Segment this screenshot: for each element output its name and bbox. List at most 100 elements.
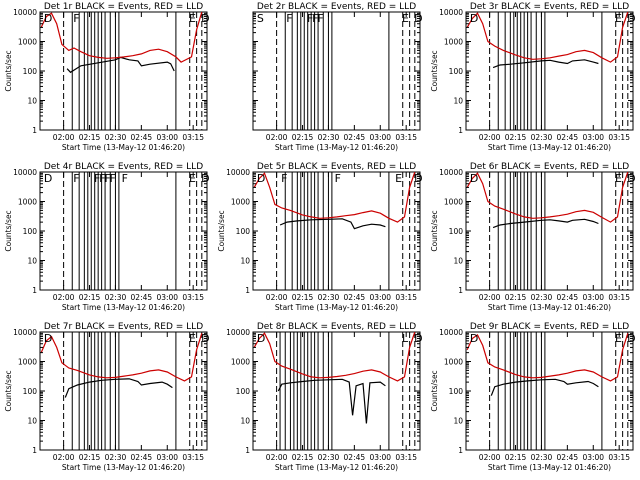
y-tick-label: 1: [32, 446, 37, 455]
flag-label: F: [286, 12, 292, 25]
plot-area: [466, 12, 629, 130]
y-axis-label: Counts/sec: [430, 370, 439, 411]
x-tick-label: 02:15: [292, 293, 314, 302]
x-tick-label: 02:00: [53, 133, 75, 142]
x-tick-label: 02:45: [344, 293, 366, 302]
y-tick-label: 10000: [439, 168, 463, 177]
x-tick-label: 02:15: [79, 133, 101, 142]
plot-area: [253, 172, 416, 290]
x-tick-label: 03:00: [369, 453, 391, 462]
x-axis-label: Start Time (13-May-12 01:46:20): [488, 303, 611, 312]
y-tick-label: 10: [27, 97, 37, 106]
panel-title: Det 7r BLACK = Events, RED = LLD: [44, 322, 203, 332]
x-tick-label: 02:15: [505, 133, 527, 142]
x-tick-label: 03:15: [395, 293, 417, 302]
x-tick-label: 02:00: [266, 293, 288, 302]
y-axis-label: Counts/sec: [4, 50, 13, 91]
panel-title: Det 8r BLACK = Events, RED = LLD: [257, 322, 416, 332]
x-axis-label: Start Time (13-May-12 01:46:20): [62, 303, 185, 312]
events-series-line: [66, 56, 175, 74]
x-tick-label: 02:15: [292, 133, 314, 142]
plot-frame: [252, 171, 421, 291]
flag-label: E: [189, 332, 196, 345]
y-tick-label: 100: [236, 227, 251, 236]
flag-label: D: [470, 332, 478, 345]
flag-label: D: [44, 12, 52, 25]
panel-title: Det 6r BLACK = Events, RED = LLD: [470, 162, 629, 172]
lld-series-line: [466, 333, 629, 382]
panel-title: Det 2r BLACK = Events, RED = LLD: [257, 2, 416, 12]
flag-label: D: [44, 332, 52, 345]
x-tick-label: 02:30: [105, 293, 127, 302]
lld-series-line: [253, 172, 416, 223]
y-tick-label: 10: [240, 257, 250, 266]
y-tick-label: 10: [453, 417, 463, 426]
y-tick-label: 1000: [231, 358, 250, 367]
plot-frame: [39, 331, 208, 451]
y-tick-label: 1000: [231, 198, 250, 207]
flag-label: F: [110, 172, 116, 185]
y-tick-label: 1: [245, 446, 250, 455]
y-tick-label: 1000: [444, 38, 463, 47]
flag-label: D: [257, 172, 265, 185]
flag-label: E: [395, 172, 402, 185]
x-tick-label: 02:00: [479, 293, 501, 302]
y-tick-label: 1: [458, 446, 463, 455]
x-tick-label: 02:00: [266, 133, 288, 142]
x-tick-label: 02:45: [557, 453, 579, 462]
y-tick-label: 1: [458, 126, 463, 135]
plot-frame: [465, 171, 634, 291]
flag-label: F: [307, 12, 313, 25]
x-tick-label: 03:15: [608, 453, 630, 462]
y-tick-label: 1000: [18, 358, 37, 367]
y-tick-label: 10: [27, 257, 37, 266]
plot-area: [63, 172, 203, 290]
flag-label: F: [312, 12, 318, 25]
x-tick-label: 03:15: [182, 133, 204, 142]
x-tick-label: 03:00: [582, 133, 604, 142]
flag-label: D: [470, 172, 478, 185]
flag-label: D: [257, 332, 265, 345]
y-axis-label: Counts/sec: [217, 210, 226, 251]
events-series-line: [64, 378, 173, 398]
lld-series-line: [40, 333, 203, 382]
x-tick-label: 02:30: [105, 133, 127, 142]
y-tick-label: 1000: [18, 198, 37, 207]
x-tick-label: 03:00: [369, 293, 391, 302]
panel-title: Det 1r BLACK = Events, RED = LLD: [44, 2, 203, 12]
plot-area: [276, 12, 416, 130]
y-tick-label: 10: [453, 257, 463, 266]
lld-series-line: [466, 172, 629, 223]
lld-series-line: [466, 12, 629, 63]
flag-label: F: [104, 172, 110, 185]
y-axis-label: Counts/sec: [4, 370, 13, 411]
x-tick-label: 03:00: [369, 133, 391, 142]
y-tick-label: 1: [32, 286, 37, 295]
x-tick-label: 02:00: [479, 453, 501, 462]
x-tick-label: 03:15: [608, 133, 630, 142]
x-tick-label: 02:30: [318, 293, 340, 302]
x-axis-label: Start Time (13-May-12 01:46:20): [275, 303, 398, 312]
flag-label: E: [402, 12, 409, 25]
x-tick-label: 03:00: [582, 293, 604, 302]
events-series-line: [490, 378, 599, 396]
y-tick-label: 1: [458, 286, 463, 295]
y-tick-label: 1000: [444, 358, 463, 367]
flag-label: D: [44, 172, 52, 185]
lld-series-line: [253, 332, 416, 382]
y-tick-label: 10000: [13, 168, 37, 177]
y-axis-label: Counts/sec: [430, 210, 439, 251]
x-axis-label: Start Time (13-May-12 01:46:20): [488, 463, 611, 472]
x-tick-label: 02:30: [531, 133, 553, 142]
x-axis-label: Start Time (13-May-12 01:46:20): [62, 143, 185, 152]
plot-area: [466, 332, 629, 450]
flag-label: E: [189, 12, 196, 25]
y-tick-label: 10: [453, 97, 463, 106]
flag-label: F: [73, 172, 79, 185]
x-tick-label: 03:15: [182, 453, 204, 462]
y-tick-label: 100: [449, 227, 464, 236]
y-tick-label: 10: [27, 417, 37, 426]
x-tick-label: 03:15: [395, 453, 417, 462]
